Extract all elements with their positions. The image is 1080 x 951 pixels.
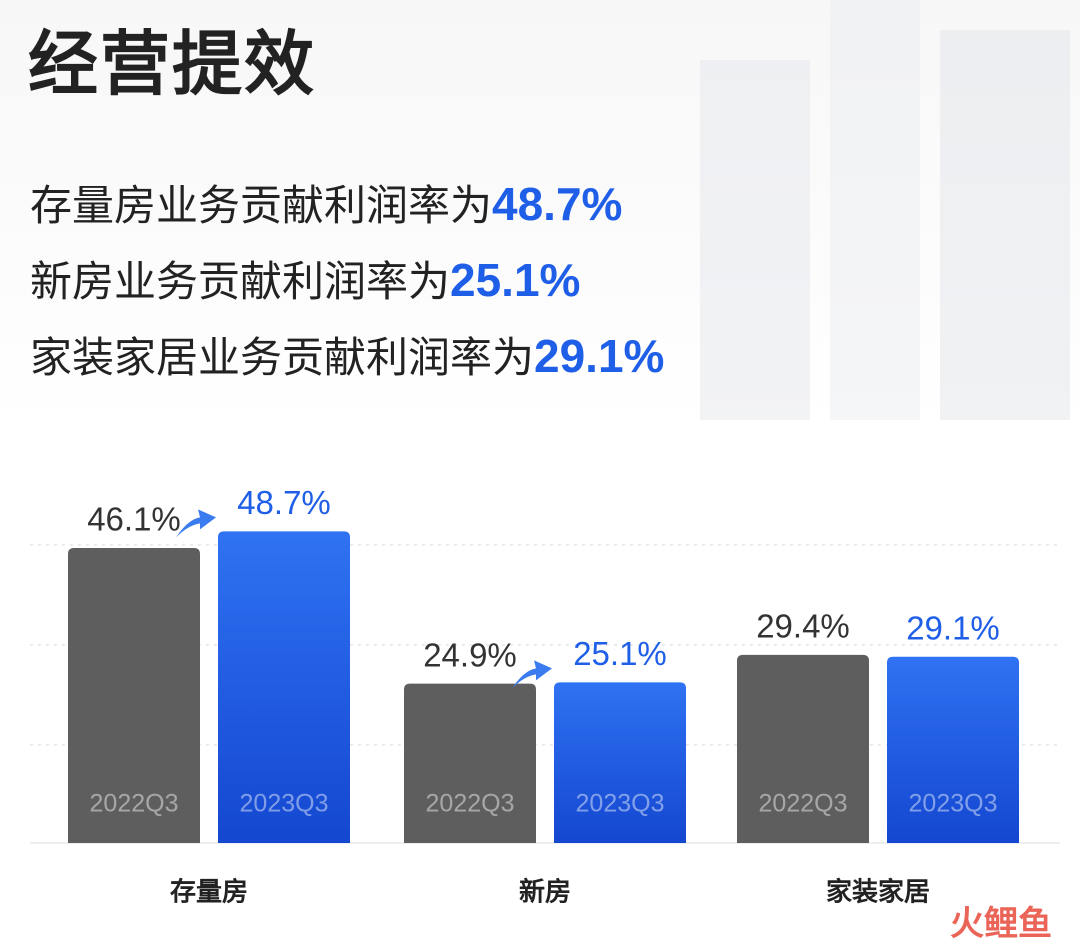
headline: 新房业务贡献利润率为25.1% [30,248,580,309]
value-label: 24.9% [423,636,517,673]
value-label: 46.1% [87,501,181,538]
series-label: 2023Q3 [240,790,329,818]
series-label: 2022Q3 [759,790,848,818]
series-label: 2022Q3 [426,790,515,818]
bar [737,654,869,843]
headline: 存量房业务贡献利润率为48.7% [30,172,622,233]
series-label: 2022Q3 [90,790,179,818]
value-label: 29.4% [756,608,850,645]
series-label: 2023Q3 [909,790,998,818]
bar [404,683,536,843]
headline-text: 家装家居业务贡献利润率为 [30,333,535,382]
value-label: 29.1% [906,609,1000,646]
value-label: 48.7% [237,484,331,521]
bar [554,682,686,843]
x-tick-label: 家装家居 [826,877,930,908]
headline-text: 存量房业务贡献利润率为 [30,181,493,230]
headline-text: 新房业务贡献利润率为 [30,257,451,306]
increase-arrow [512,660,552,689]
headline: 家装家居业务贡献利润率为29.1% [30,324,664,385]
series-label: 2023Q3 [576,790,665,818]
bar [887,656,1019,843]
x-tick-label: 存量房 [170,878,248,908]
headline-value: 29.1% [534,330,665,382]
background-buildings [700,0,1070,420]
increase-arrow [176,509,216,538]
value-label: 25.1% [573,635,667,672]
bar [68,547,200,843]
bar [218,531,350,843]
x-tick-label: 新房 [519,877,571,908]
watermark: 火鲤鱼 [950,904,1052,944]
title: 经营提效 [28,23,316,105]
headline-value: 48.7% [492,178,623,230]
headline-value: 25.1% [450,254,581,306]
